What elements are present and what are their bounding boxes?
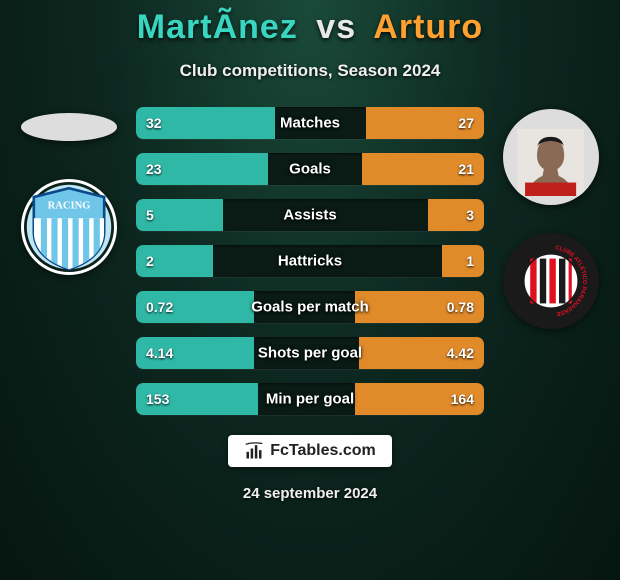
player2-photo xyxy=(503,109,599,205)
stat-row: 0.72 0.78 Goals per match xyxy=(136,291,484,323)
stat-value-right: 164 xyxy=(451,391,474,407)
competition-subtitle: Club competitions, Season 2024 xyxy=(180,61,441,81)
player1-name: MartÃnez xyxy=(137,8,298,46)
stat-value-left: 0.72 xyxy=(146,299,173,315)
stat-label: Shots per goal xyxy=(258,345,362,362)
stat-value-left: 153 xyxy=(146,391,169,407)
stat-label: Assists xyxy=(283,207,336,224)
player1-club-badge: RACING xyxy=(21,179,117,275)
svg-text:RACING: RACING xyxy=(48,201,91,212)
player2-club-badge: CLUBE ATLETICO PARANAENSE xyxy=(503,233,599,329)
vs-separator: vs xyxy=(316,8,356,46)
stat-value-left: 4.14 xyxy=(146,345,173,361)
brand-badge[interactable]: FcTables.com xyxy=(228,435,392,467)
comparison-title: MartÃnez vs Arturo xyxy=(137,8,483,47)
footer-date: 24 september 2024 xyxy=(243,485,377,502)
player1-photo xyxy=(21,113,117,141)
stat-row: 4.14 4.42 Shots per goal xyxy=(136,337,484,369)
stat-bar-right xyxy=(442,245,484,277)
stat-value-left: 32 xyxy=(146,115,162,131)
player-silhouette-icon xyxy=(517,124,584,201)
chart-bars-icon xyxy=(244,441,264,461)
paranaense-badge-icon: CLUBE ATLETICO PARANAENSE xyxy=(511,241,591,321)
stat-value-right: 3 xyxy=(466,207,474,223)
stat-label: Goals xyxy=(289,161,331,178)
stat-label: Min per goal xyxy=(266,391,354,408)
stat-value-right: 1 xyxy=(466,253,474,269)
stat-row: 2 1 Hattricks xyxy=(136,245,484,277)
stat-value-right: 27 xyxy=(458,115,474,131)
stat-row: 153 164 Min per goal xyxy=(136,383,484,415)
stat-value-right: 0.78 xyxy=(447,299,474,315)
brand-text: FcTables.com xyxy=(270,442,376,460)
stat-bar-right xyxy=(428,199,484,231)
left-side-column: RACING xyxy=(14,107,124,415)
racing-badge-icon: RACING xyxy=(25,183,113,271)
stat-value-right: 21 xyxy=(458,161,474,177)
stat-row: 23 21 Goals xyxy=(136,153,484,185)
stat-value-left: 2 xyxy=(146,253,154,269)
stat-value-left: 23 xyxy=(146,161,162,177)
player2-name: Arturo xyxy=(373,8,483,46)
stats-column: 3227Matches2321Goals53Assists21Hattricks… xyxy=(136,107,484,415)
stat-row: 5 3 Assists xyxy=(136,199,484,231)
stat-value-left: 5 xyxy=(146,207,154,223)
right-side-column: CLUBE ATLETICO PARANAENSE xyxy=(496,107,606,415)
stat-label: Matches xyxy=(280,115,340,132)
stat-label: Hattricks xyxy=(278,253,342,270)
stat-row: 32 27 Matches xyxy=(136,107,484,139)
stat-value-right: 4.42 xyxy=(447,345,474,361)
stat-label: Goals per match xyxy=(251,299,369,316)
